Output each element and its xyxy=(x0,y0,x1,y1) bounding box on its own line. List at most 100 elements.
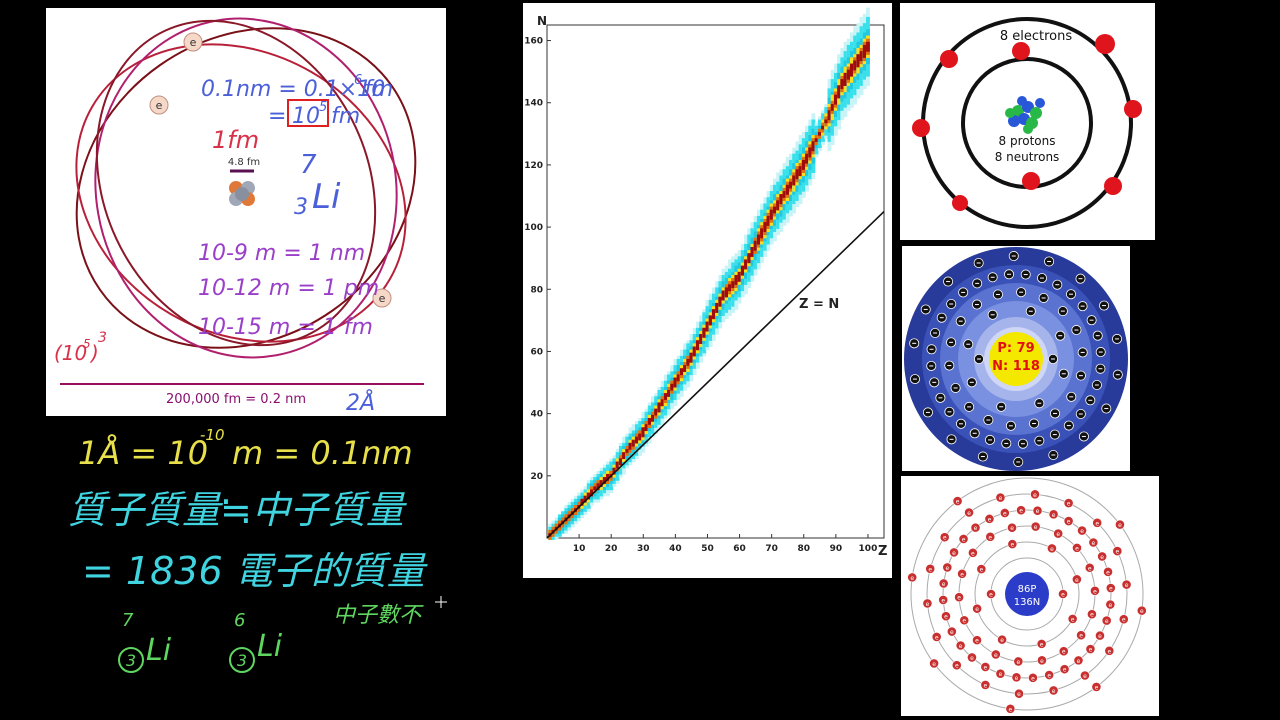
nuclide-cell xyxy=(798,135,803,139)
nuclide-cell xyxy=(801,191,806,195)
nuclide-cell xyxy=(821,110,825,114)
nuclide-cell xyxy=(561,514,565,519)
nuclide-cell xyxy=(821,119,825,124)
electrons-label: 8 electrons xyxy=(1000,29,1073,44)
nuclide-cell xyxy=(859,60,864,65)
nuclide-cell xyxy=(663,402,668,407)
nuclide-cell xyxy=(692,365,697,369)
nuclide-cell xyxy=(711,290,716,295)
nuclide-cell xyxy=(776,231,780,236)
nuclide-cell xyxy=(827,91,832,96)
nuclide-cell xyxy=(747,237,752,242)
nuclide-cell xyxy=(850,57,854,62)
radon-electron xyxy=(1037,655,1047,666)
nuclide-cell xyxy=(705,330,710,335)
radon-electron-label: e xyxy=(1003,510,1007,517)
nuclide-cell xyxy=(853,35,858,40)
nuclide-cell xyxy=(763,203,768,208)
nuclide-cell xyxy=(789,209,793,214)
nuclide-cell xyxy=(660,411,665,416)
nuclide-cell xyxy=(776,225,780,229)
nuclide-cell xyxy=(753,262,758,267)
nuclide-cell xyxy=(756,231,761,236)
nuclide-cell xyxy=(692,352,697,357)
nuclide-cell xyxy=(667,405,671,410)
nuclide-cell xyxy=(811,153,816,158)
nuclide-cell xyxy=(827,82,832,86)
nuclide-cell xyxy=(631,458,636,463)
nuclide-cell xyxy=(651,418,655,422)
nuclide-cell xyxy=(795,169,800,173)
nuclide-cell xyxy=(548,529,553,534)
nuclide-cell xyxy=(618,455,623,460)
radon-electron-label: e xyxy=(1034,524,1038,531)
nuclide-cell xyxy=(769,237,774,242)
nuclide-cell xyxy=(695,340,700,344)
nuclide-cell xyxy=(776,228,780,233)
nuclide-cell xyxy=(686,365,691,369)
nuclide-cell xyxy=(667,393,671,397)
nuclide-cell xyxy=(824,116,829,121)
nuclide-cell xyxy=(663,380,668,385)
nuclide-cell xyxy=(644,421,649,425)
nuclide-cell xyxy=(827,144,832,149)
nuclide-cell xyxy=(692,371,697,376)
nuclide-cell xyxy=(805,169,809,173)
nuclide-cell xyxy=(747,262,752,267)
nuclide-cell xyxy=(846,72,851,77)
nuclide-cell xyxy=(679,393,684,397)
nuclide-cell xyxy=(699,352,703,357)
nuclide-cell xyxy=(830,135,835,139)
nuclide-cell xyxy=(801,156,806,161)
nuclide-cell xyxy=(737,293,742,298)
nuclide-cell xyxy=(599,477,604,481)
nuclide-cell xyxy=(840,116,845,121)
nuclide-cell xyxy=(641,424,646,428)
nuclide-cell xyxy=(753,253,758,257)
nuclide-cell xyxy=(846,54,851,58)
nuclide-cell xyxy=(551,536,556,540)
nuclide-cell xyxy=(561,526,565,531)
nuclide-cell xyxy=(805,141,809,145)
nuclide-cell xyxy=(606,489,610,494)
radon-electron xyxy=(999,508,1010,518)
nuclide-cell xyxy=(843,82,848,86)
nuclide-cell xyxy=(801,147,806,152)
nuclide-cell xyxy=(734,265,739,270)
radon-electron-label: e xyxy=(941,597,945,604)
nuclide-cell xyxy=(801,181,806,186)
nuclide-cell xyxy=(634,421,639,425)
radon-electron-label: e xyxy=(1071,616,1075,623)
nuclide-cell xyxy=(763,231,768,236)
nuclide-cell xyxy=(805,159,809,164)
nuclide-cell xyxy=(808,131,813,136)
nuclide-cell xyxy=(651,399,655,404)
nuclide-cell xyxy=(715,287,720,292)
nuclide-cell xyxy=(679,355,684,360)
nuclide-cell xyxy=(798,153,803,158)
nuclide-cell xyxy=(695,334,700,338)
nuclide-cell xyxy=(792,147,797,152)
radon-electron-label: e xyxy=(1061,592,1065,599)
electron-marker: e xyxy=(183,32,203,52)
nuclide-cell xyxy=(866,48,870,52)
nuclide-cell xyxy=(792,184,797,189)
nuclide-cell xyxy=(817,141,822,145)
nuclide-cell xyxy=(837,72,841,77)
nuclide-cell xyxy=(737,278,742,282)
nuclide-cell xyxy=(779,228,784,233)
nuclide-cell xyxy=(779,191,784,195)
nuclide-cell xyxy=(846,94,851,99)
nuclide-cell xyxy=(750,268,755,273)
nuclide-cell xyxy=(586,492,591,497)
nuclide-cell xyxy=(724,290,729,295)
nuclide-cell xyxy=(689,343,694,348)
nuclide-cell xyxy=(625,455,630,460)
nuclide-cell xyxy=(837,100,841,105)
nuclide-cell xyxy=(756,212,761,217)
nuclide-cell xyxy=(776,172,780,177)
nuclide-cell xyxy=(557,514,562,519)
nuclide-cell xyxy=(580,511,585,515)
nuclide-cell xyxy=(676,383,681,388)
nuclide-cell xyxy=(811,144,816,149)
